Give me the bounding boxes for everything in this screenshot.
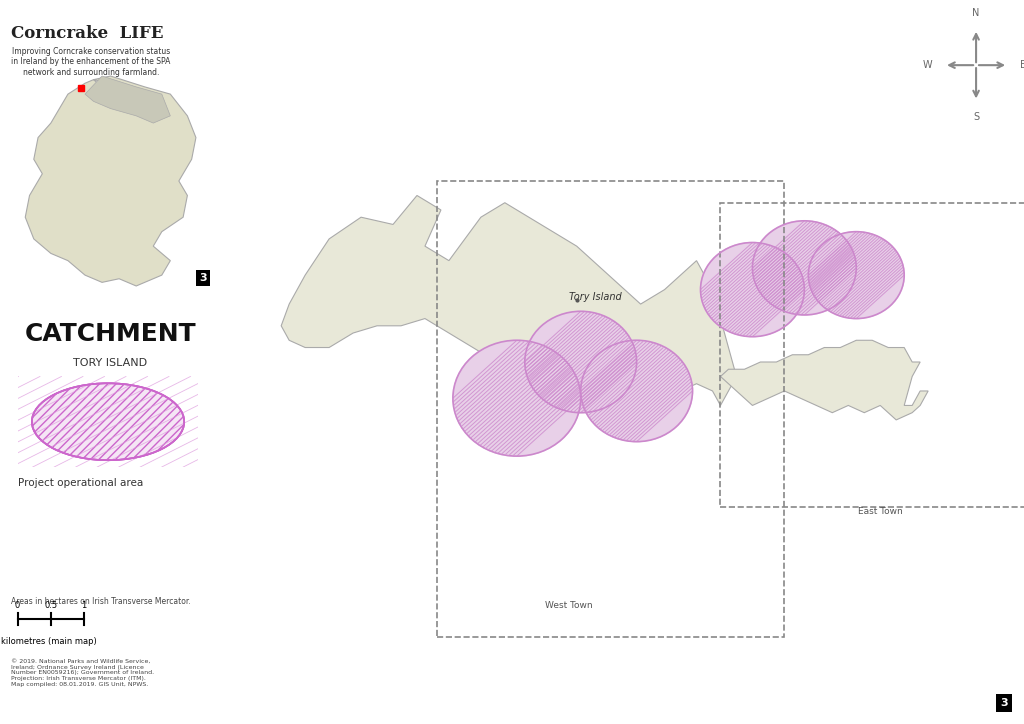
Text: 0: 0 [15,602,20,610]
Text: © 2019. National Parks and Wildlife Service,
Ireland; Ordnance Survey Ireland (L: © 2019. National Parks and Wildlife Serv… [11,659,155,687]
Circle shape [808,232,904,319]
Text: 0.5: 0.5 [44,602,57,610]
Text: N: N [973,8,980,18]
Bar [721,203,1024,507]
Polygon shape [282,195,736,405]
Polygon shape [721,340,928,420]
Circle shape [581,340,692,442]
Text: kilometres (main map): kilometres (main map) [1,637,96,646]
Text: W: W [923,60,932,70]
Ellipse shape [32,383,184,460]
Text: Areas in hectares on Irish Transverse Mercator.: Areas in hectares on Irish Transverse Me… [11,597,190,606]
Circle shape [453,340,581,456]
Text: TORY ISLAND: TORY ISLAND [73,358,147,369]
Text: S: S [973,112,979,122]
Text: CATCHMENT: CATCHMENT [25,322,196,346]
Text: East Town: East Town [858,507,902,515]
Polygon shape [85,76,170,123]
Text: 1: 1 [81,602,86,610]
Text: Tory Island: Tory Island [568,292,622,302]
Text: E: E [1020,60,1024,70]
Text: 3: 3 [200,273,207,283]
Text: West Town: West Town [545,601,593,610]
Circle shape [525,311,637,413]
Text: 3: 3 [1000,698,1008,708]
Bar [437,181,784,637]
Text: Corncrake  LIFE: Corncrake LIFE [11,25,164,42]
Circle shape [700,243,805,337]
Text: Improving Corncrake conservation status
in Ireland by the enhancement of the SPA: Improving Corncrake conservation status … [11,47,170,77]
Text: Project operational area: Project operational area [17,478,143,488]
Polygon shape [26,76,196,286]
Circle shape [753,221,856,315]
